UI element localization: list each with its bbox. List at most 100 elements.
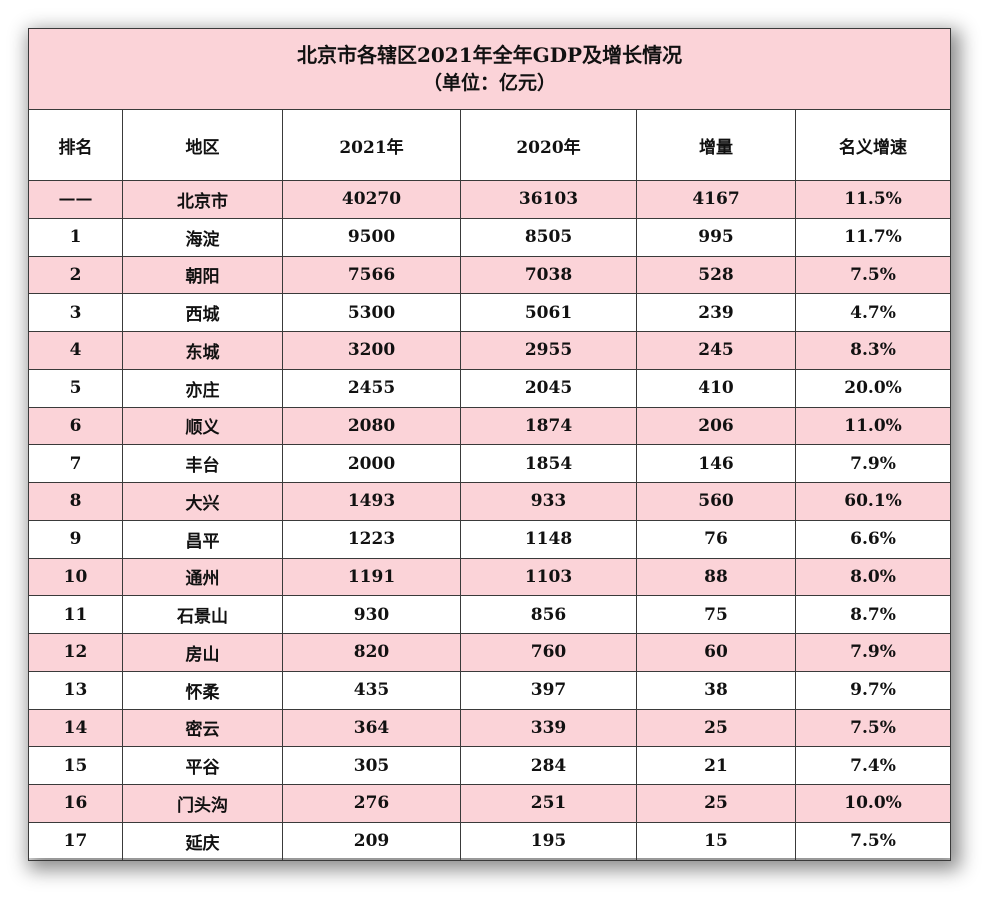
cell-rank: ——	[28, 180, 123, 219]
cell-increase: 38	[636, 670, 796, 710]
table-row: 16 门头沟 276 251 25 10.0%	[28, 784, 952, 823]
cell-gdp-2020: 284	[460, 746, 637, 785]
cell-gdp-2021: 7566	[282, 255, 461, 295]
cell-rank: 8	[28, 482, 123, 521]
cell-gdp-2020: 251	[460, 784, 637, 823]
cell-gdp-2020: 36103	[460, 180, 637, 219]
cell-gdp-2020: 195	[460, 821, 637, 861]
cell-gdp-2021: 930	[282, 595, 461, 634]
cell-rank: 1	[28, 217, 123, 257]
cell-growth-rate: 60.1%	[794, 482, 952, 521]
header-gdp-2020: 2020年	[460, 109, 637, 181]
header-region: 地区	[122, 109, 283, 181]
table-row: 14 密云 364 339 25 7.5%	[28, 708, 952, 748]
title-row: 北京市各辖区2021年全年GDP及增长情况 （单位：亿元）	[27, 28, 952, 110]
header-row: 排名 地区 2021年 2020年 增量 名义增速	[28, 109, 952, 181]
table-row: 5 亦庄 2455 2045 410 20.0%	[28, 368, 952, 408]
cell-gdp-2021: 2080	[282, 406, 461, 446]
cell-rank: 10	[28, 557, 123, 597]
cell-rank: 12	[28, 633, 123, 672]
cell-increase: 4167	[636, 180, 796, 219]
cell-gdp-2021: 435	[282, 670, 461, 710]
cell-gdp-2020: 1148	[460, 519, 637, 559]
table-body: —— 北京市 40270 36103 4167 11.5% 1 海淀 9500 8505 995 11…	[28, 180, 952, 861]
table-row: 7 丰台 2000 1854 146 7.9%	[28, 444, 952, 483]
cell-gdp-2020: 1103	[460, 557, 637, 597]
cell-rank: 13	[28, 670, 123, 710]
table-row: 17 延庆 209 195 15 7.5%	[28, 821, 952, 861]
cell-region: 平谷	[122, 746, 283, 785]
cell-gdp-2021: 3200	[282, 331, 461, 370]
cell-gdp-2021: 1191	[282, 557, 461, 597]
cell-region: 北京市	[122, 180, 283, 219]
cell-gdp-2020: 5061	[460, 293, 637, 332]
table-row: 3 西城 5300 5061 239 4.7%	[28, 293, 952, 332]
cell-gdp-2021: 9500	[282, 217, 461, 257]
cell-increase: 15	[636, 821, 796, 861]
cell-increase: 206	[636, 406, 796, 446]
cell-increase: 25	[636, 784, 796, 823]
cell-increase: 60	[636, 633, 796, 672]
gdp-table-card: 北京市各辖区2021年全年GDP及增长情况 （单位：亿元） 排名 地区 2021…	[27, 28, 952, 861]
header-growth-rate: 名义增速	[794, 109, 952, 181]
cell-gdp-2020: 397	[460, 670, 637, 710]
cell-region: 延庆	[122, 821, 283, 861]
cell-region: 门头沟	[122, 784, 283, 823]
table-row: 10 通州 1191 1103 88 8.0%	[28, 557, 952, 597]
table-unit: （单位：亿元）	[423, 72, 557, 94]
cell-growth-rate: 4.7%	[794, 293, 952, 332]
cell-rank: 15	[28, 746, 123, 785]
cell-growth-rate: 7.9%	[794, 633, 952, 672]
cell-gdp-2021: 209	[282, 821, 461, 861]
table-row: 2 朝阳 7566 7038 528 7.5%	[28, 255, 952, 295]
gdp-table: 北京市各辖区2021年全年GDP及增长情况 （单位：亿元） 排名 地区 2021…	[27, 28, 952, 861]
cell-region: 石景山	[122, 595, 283, 634]
cell-growth-rate: 9.7%	[794, 670, 952, 710]
cell-growth-rate: 10.0%	[794, 784, 952, 823]
cell-growth-rate: 7.4%	[794, 746, 952, 785]
cell-gdp-2021: 276	[282, 784, 461, 823]
cell-gdp-2020: 8505	[460, 217, 637, 257]
cell-growth-rate: 8.7%	[794, 595, 952, 634]
cell-region: 海淀	[122, 217, 283, 257]
table-row: 13 怀柔 435 397 38 9.7%	[28, 670, 952, 710]
cell-gdp-2021: 5300	[282, 293, 461, 332]
cell-increase: 75	[636, 595, 796, 634]
cell-region: 亦庄	[122, 368, 283, 408]
table-row: 11 石景山 930 856 75 8.7%	[28, 595, 952, 634]
cell-region: 西城	[122, 293, 283, 332]
cell-growth-rate: 11.5%	[794, 180, 952, 219]
cell-gdp-2020: 760	[460, 633, 637, 672]
cell-increase: 560	[636, 482, 796, 521]
cell-growth-rate: 7.5%	[794, 255, 952, 295]
cell-growth-rate: 7.5%	[794, 821, 952, 861]
table-row: 8 大兴 1493 933 560 60.1%	[28, 482, 952, 521]
cell-gdp-2020: 339	[460, 708, 637, 748]
cell-gdp-2021: 364	[282, 708, 461, 748]
cell-gdp-2021: 2000	[282, 444, 461, 483]
cell-gdp-2021: 820	[282, 633, 461, 672]
cell-region: 东城	[122, 331, 283, 370]
cell-growth-rate: 8.0%	[794, 557, 952, 597]
cell-region: 怀柔	[122, 670, 283, 710]
cell-increase: 239	[636, 293, 796, 332]
table-row: 1 海淀 9500 8505 995 11.7%	[28, 217, 952, 257]
cell-rank: 5	[28, 368, 123, 408]
table-row: —— 北京市 40270 36103 4167 11.5%	[28, 180, 952, 219]
cell-gdp-2020: 933	[460, 482, 637, 521]
cell-rank: 4	[28, 331, 123, 370]
cell-region: 丰台	[122, 444, 283, 483]
table-title: 北京市各辖区2021年全年GDP及增长情况	[296, 43, 683, 67]
cell-rank: 3	[28, 293, 123, 332]
cell-growth-rate: 7.9%	[794, 444, 952, 483]
cell-growth-rate: 8.3%	[794, 331, 952, 370]
cell-increase: 146	[636, 444, 796, 483]
cell-growth-rate: 11.0%	[794, 406, 952, 446]
table-row: 6 顺义 2080 1874 206 11.0%	[28, 406, 952, 446]
cell-rank: 14	[28, 708, 123, 748]
cell-growth-rate: 20.0%	[794, 368, 952, 408]
cell-growth-rate: 7.5%	[794, 708, 952, 748]
cell-increase: 528	[636, 255, 796, 295]
cell-gdp-2021: 1223	[282, 519, 461, 559]
cell-gdp-2020: 2045	[460, 368, 637, 408]
